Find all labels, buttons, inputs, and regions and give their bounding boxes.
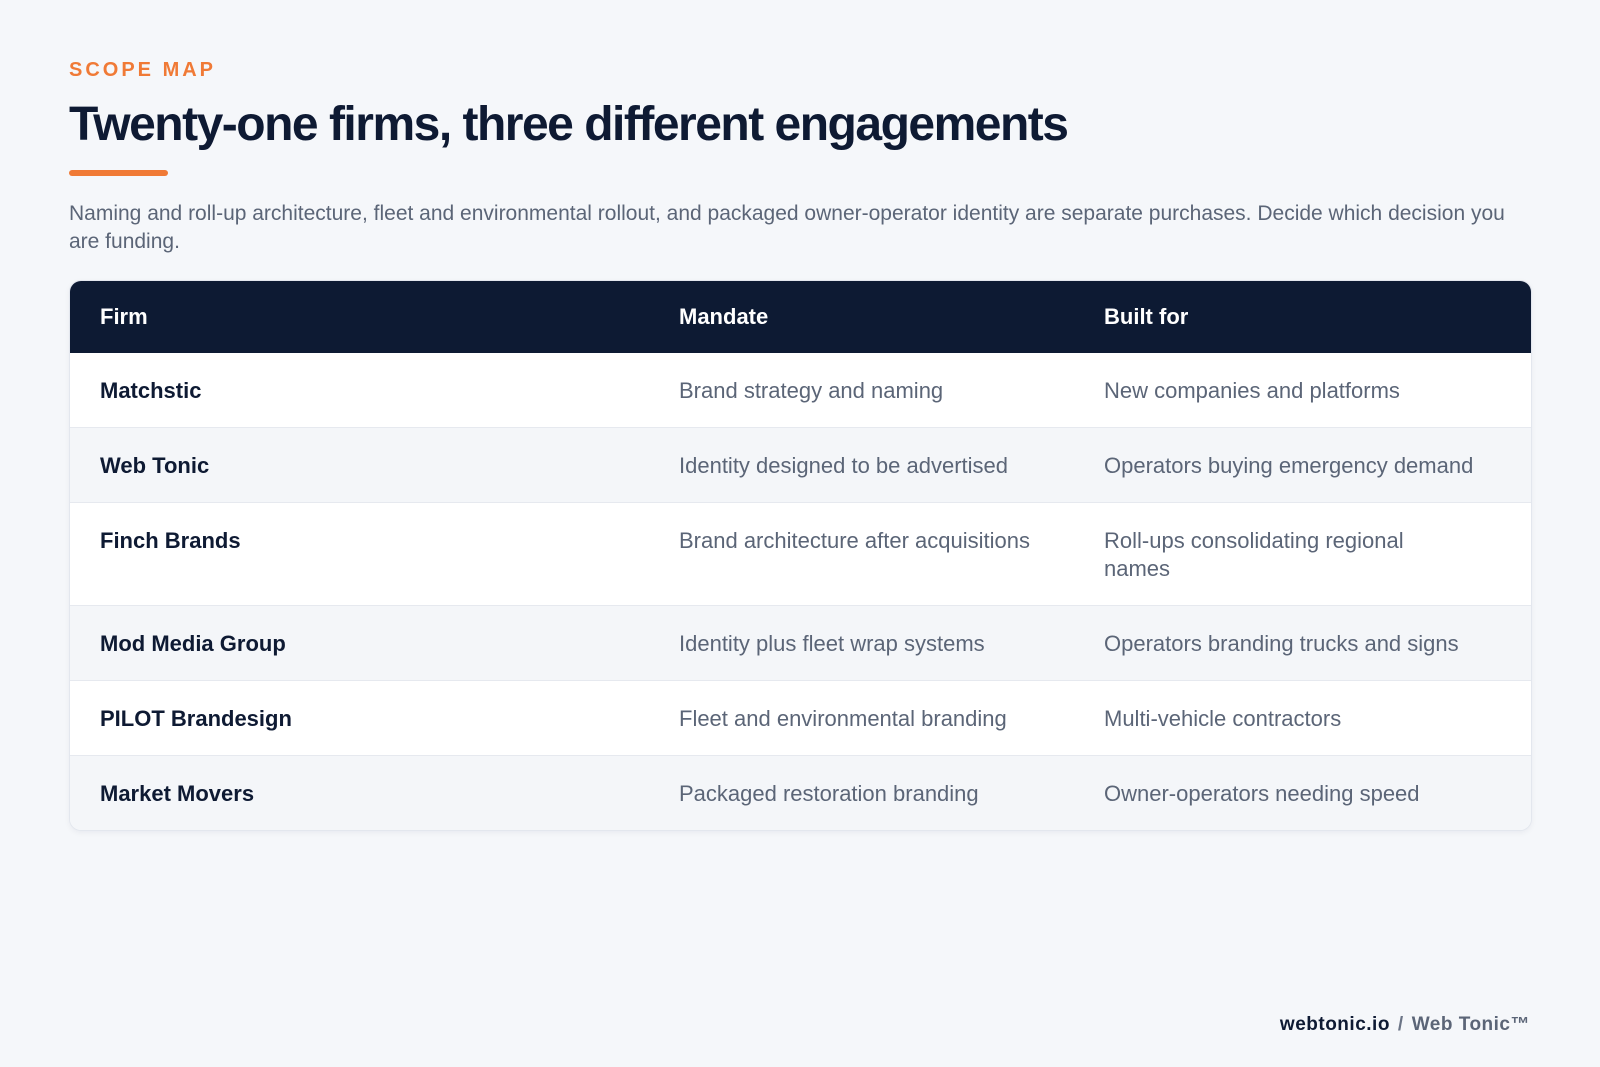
table-body: Matchstic Brand strategy and naming New … xyxy=(70,353,1531,830)
cell-built-for: Multi-vehicle contractors xyxy=(1104,706,1342,731)
cell-mandate: Brand strategy and naming xyxy=(679,378,944,403)
cell-firm: PILOT Brandesign xyxy=(100,706,292,731)
cell-built-for: Roll-ups consolidating regional names xyxy=(1104,528,1404,581)
cell-mandate: Identity designed to be advertised xyxy=(679,453,1009,478)
table-row: Finch Brands Brand architecture after ac… xyxy=(70,502,1531,605)
scope-table: Firm Mandate Built for Matchstic Brand s… xyxy=(69,280,1532,831)
footer-brand: Web Tonic™ xyxy=(1411,1014,1530,1035)
cell-built-for: New companies and platforms xyxy=(1104,378,1400,403)
cell-firm: Finch Brands xyxy=(100,528,241,553)
table-row: Web Tonic Identity designed to be advert… xyxy=(70,427,1531,502)
cell-built-for: Owner-operators needing speed xyxy=(1104,781,1420,806)
cell-firm: Mod Media Group xyxy=(100,631,286,656)
cell-mandate: Brand architecture after acquisitions xyxy=(679,528,1030,553)
cell-firm: Matchstic xyxy=(100,378,202,403)
page-title: Twenty-one firms, three different engage… xyxy=(69,98,1069,151)
cell-firm: Web Tonic xyxy=(100,453,210,478)
table-row: Matchstic Brand strategy and naming New … xyxy=(70,353,1531,427)
footer-credit: webtonic.io / Web Tonic™ xyxy=(1280,1012,1530,1038)
cell-firm: Market Movers xyxy=(100,781,255,806)
footer-separator: / xyxy=(1397,1014,1404,1035)
table-row: Mod Media Group Identity plus fleet wrap… xyxy=(70,605,1531,680)
column-header-built-for: Built for xyxy=(1104,304,1189,329)
cell-mandate: Packaged restoration branding xyxy=(679,781,979,806)
cell-mandate: Identity plus fleet wrap systems xyxy=(679,631,985,656)
title-accent-bar xyxy=(69,170,168,176)
cell-built-for: Operators buying emergency demand xyxy=(1104,453,1474,478)
table-row: Market Movers Packaged restoration brand… xyxy=(70,755,1531,830)
table-header: Firm Mandate Built for xyxy=(70,281,1531,353)
footer-domain: webtonic.io xyxy=(1279,1014,1390,1035)
cell-built-for: Operators branding trucks and signs xyxy=(1104,631,1459,656)
table-row: PILOT Brandesign Fleet and environmental… xyxy=(70,680,1531,755)
page-subtitle: Naming and roll-up architecture, fleet a… xyxy=(69,202,1505,253)
column-header-firm: Firm xyxy=(100,304,148,329)
eyebrow-label: SCOPE MAP xyxy=(69,59,217,81)
column-header-mandate: Mandate xyxy=(679,304,769,329)
page: SCOPE MAP Twenty-one firms, three differ… xyxy=(69,56,1532,831)
cell-mandate: Fleet and environmental branding xyxy=(679,706,1007,731)
